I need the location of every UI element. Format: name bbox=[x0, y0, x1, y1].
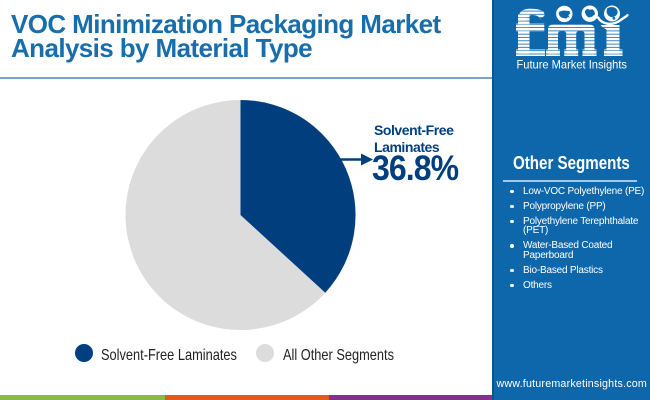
svg-text:Future Market Insights: Future Market Insights bbox=[517, 58, 628, 72]
